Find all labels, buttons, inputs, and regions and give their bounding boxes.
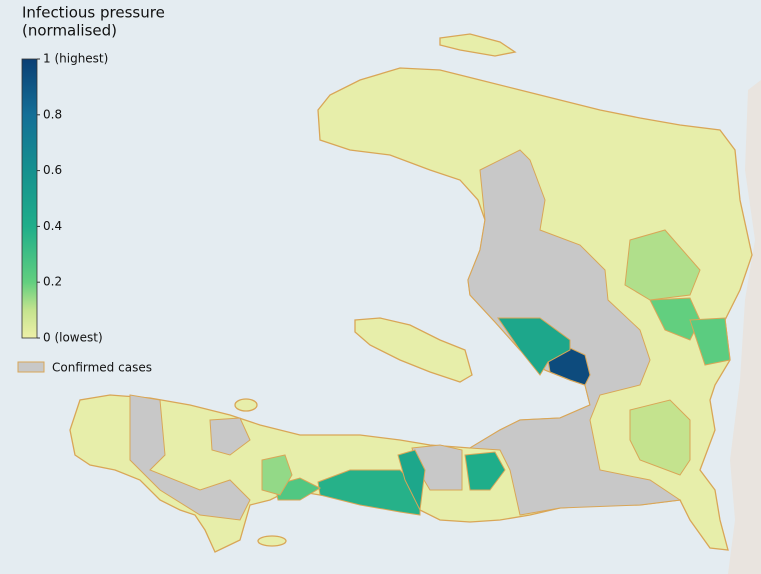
colorbar-tick-label: 0.8: [43, 107, 62, 121]
legend-label: Confirmed cases: [52, 361, 152, 375]
region: [689, 317, 731, 366]
confirmed-area: [209, 417, 251, 456]
colorbar-tick-label: 1 (highest): [43, 52, 108, 66]
title: Infectious pressure: [22, 4, 165, 22]
title: (normalised): [22, 22, 117, 40]
colorbar: [21, 58, 38, 339]
gonave: [354, 317, 473, 383]
islet: [257, 535, 287, 547]
colorbar-tick-label: 0.2: [43, 275, 62, 289]
confirmed-area: [467, 149, 682, 516]
islet: [234, 398, 258, 412]
legend-swatch: [17, 361, 45, 373]
region: [624, 229, 701, 301]
region: [397, 449, 426, 512]
region: [547, 347, 591, 386]
colorbar-tick-label: 0.6: [43, 163, 62, 177]
region: [317, 469, 421, 516]
tortuga: [439, 33, 517, 57]
colorbar-tick-label: 0.4: [43, 219, 62, 233]
region: [464, 451, 506, 491]
confirmed-area: [129, 394, 251, 521]
region: [497, 317, 571, 376]
region: [629, 399, 691, 476]
land: [69, 33, 753, 553]
colorbar-tick-label: 0 (lowest): [43, 331, 103, 345]
neighbour-land: [728, 80, 761, 574]
region: [261, 454, 293, 496]
